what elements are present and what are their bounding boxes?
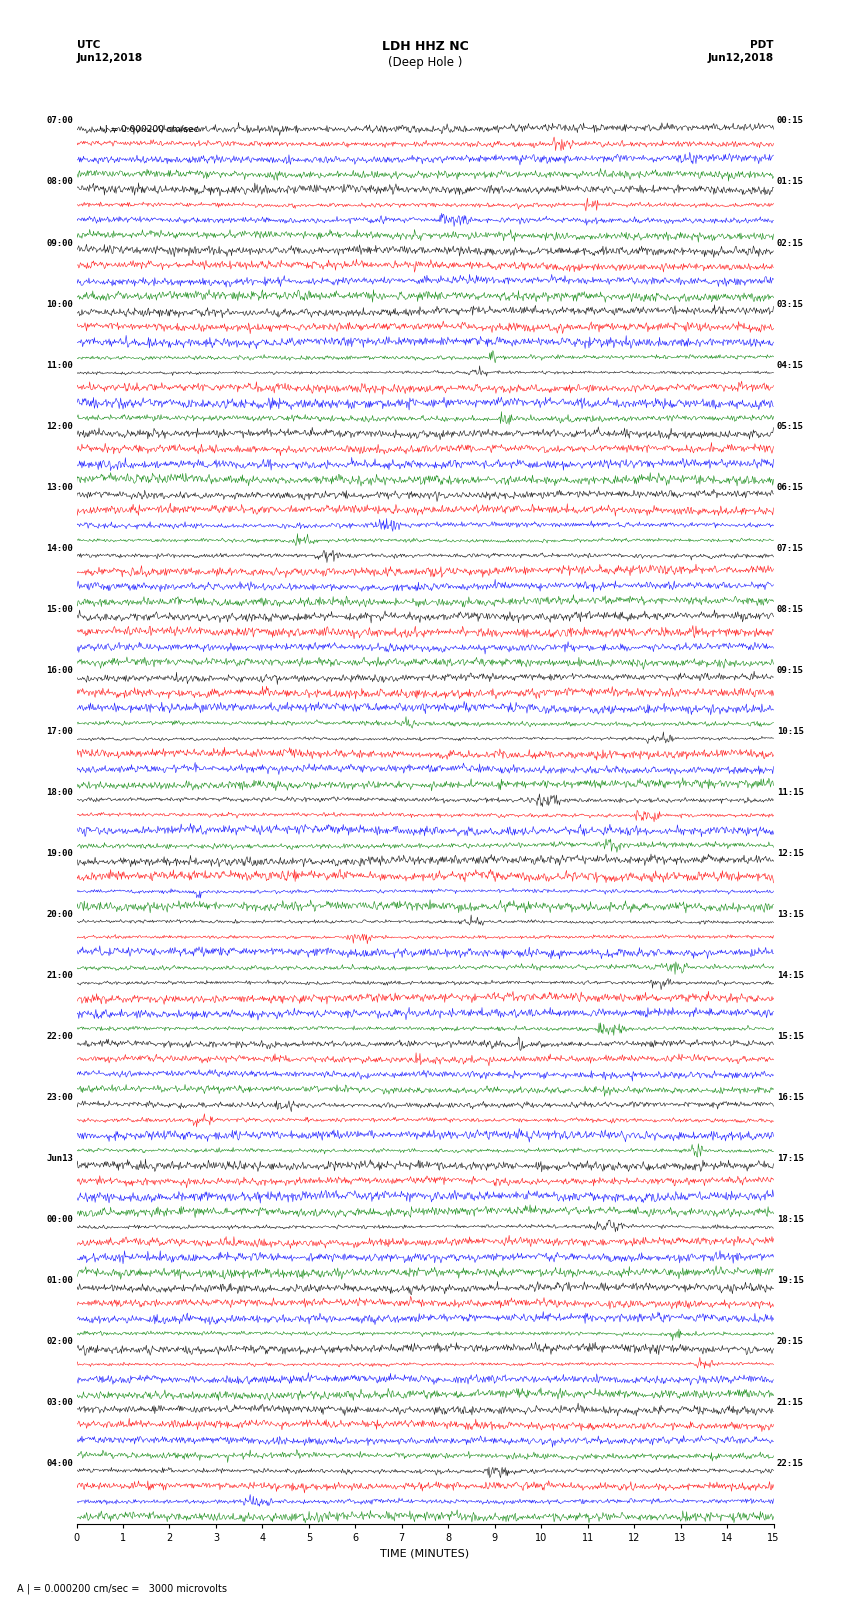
Text: 22:00: 22:00 — [46, 1032, 73, 1040]
Text: UTC: UTC — [76, 40, 100, 50]
Text: (Deep Hole ): (Deep Hole ) — [388, 56, 462, 69]
Text: Jun13: Jun13 — [46, 1153, 73, 1163]
Text: 18:00: 18:00 — [46, 787, 73, 797]
Text: 20:00: 20:00 — [46, 910, 73, 919]
Text: 01:15: 01:15 — [777, 177, 804, 187]
X-axis label: TIME (MINUTES): TIME (MINUTES) — [381, 1548, 469, 1558]
Text: 17:00: 17:00 — [46, 726, 73, 736]
Text: 16:15: 16:15 — [777, 1092, 804, 1102]
Text: 22:15: 22:15 — [777, 1458, 804, 1468]
Text: 19:15: 19:15 — [777, 1276, 804, 1284]
Text: 14:15: 14:15 — [777, 971, 804, 979]
Text: 11:00: 11:00 — [46, 361, 73, 369]
Text: 21:15: 21:15 — [777, 1398, 804, 1407]
Text: 05:15: 05:15 — [777, 421, 804, 431]
Text: 07:15: 07:15 — [777, 544, 804, 553]
Text: 04:00: 04:00 — [46, 1458, 73, 1468]
Text: 09:00: 09:00 — [46, 239, 73, 247]
Text: 21:00: 21:00 — [46, 971, 73, 979]
Text: A | = 0.000200 cm/sec =   3000 microvolts: A | = 0.000200 cm/sec = 3000 microvolts — [17, 1582, 227, 1594]
Text: 16:00: 16:00 — [46, 666, 73, 674]
Text: 17:15: 17:15 — [777, 1153, 804, 1163]
Text: I = 0.000200 cm/sec: I = 0.000200 cm/sec — [105, 124, 199, 134]
Text: Jun12,2018: Jun12,2018 — [707, 53, 774, 63]
Text: 18:15: 18:15 — [777, 1215, 804, 1224]
Text: Jun12,2018: Jun12,2018 — [76, 53, 143, 63]
Text: 15:15: 15:15 — [777, 1032, 804, 1040]
Text: 00:00: 00:00 — [46, 1215, 73, 1224]
Text: 20:15: 20:15 — [777, 1337, 804, 1345]
Text: 04:15: 04:15 — [777, 361, 804, 369]
Text: 02:15: 02:15 — [777, 239, 804, 247]
Text: 03:15: 03:15 — [777, 300, 804, 308]
Text: 23:00: 23:00 — [46, 1092, 73, 1102]
Text: 13:00: 13:00 — [46, 482, 73, 492]
Text: 10:15: 10:15 — [777, 726, 804, 736]
Text: 14:00: 14:00 — [46, 544, 73, 553]
Text: 09:15: 09:15 — [777, 666, 804, 674]
Text: 01:00: 01:00 — [46, 1276, 73, 1284]
Text: 11:15: 11:15 — [777, 787, 804, 797]
Text: 02:00: 02:00 — [46, 1337, 73, 1345]
Text: 13:15: 13:15 — [777, 910, 804, 919]
Text: 03:00: 03:00 — [46, 1398, 73, 1407]
Text: 08:15: 08:15 — [777, 605, 804, 613]
Text: 07:00: 07:00 — [46, 116, 73, 126]
Text: 12:15: 12:15 — [777, 848, 804, 858]
Text: 08:00: 08:00 — [46, 177, 73, 187]
Text: 19:00: 19:00 — [46, 848, 73, 858]
Text: 10:00: 10:00 — [46, 300, 73, 308]
Text: 15:00: 15:00 — [46, 605, 73, 613]
Text: 06:15: 06:15 — [777, 482, 804, 492]
Text: PDT: PDT — [750, 40, 774, 50]
Text: LDH HHZ NC: LDH HHZ NC — [382, 40, 468, 53]
Text: 12:00: 12:00 — [46, 421, 73, 431]
Text: 00:15: 00:15 — [777, 116, 804, 126]
